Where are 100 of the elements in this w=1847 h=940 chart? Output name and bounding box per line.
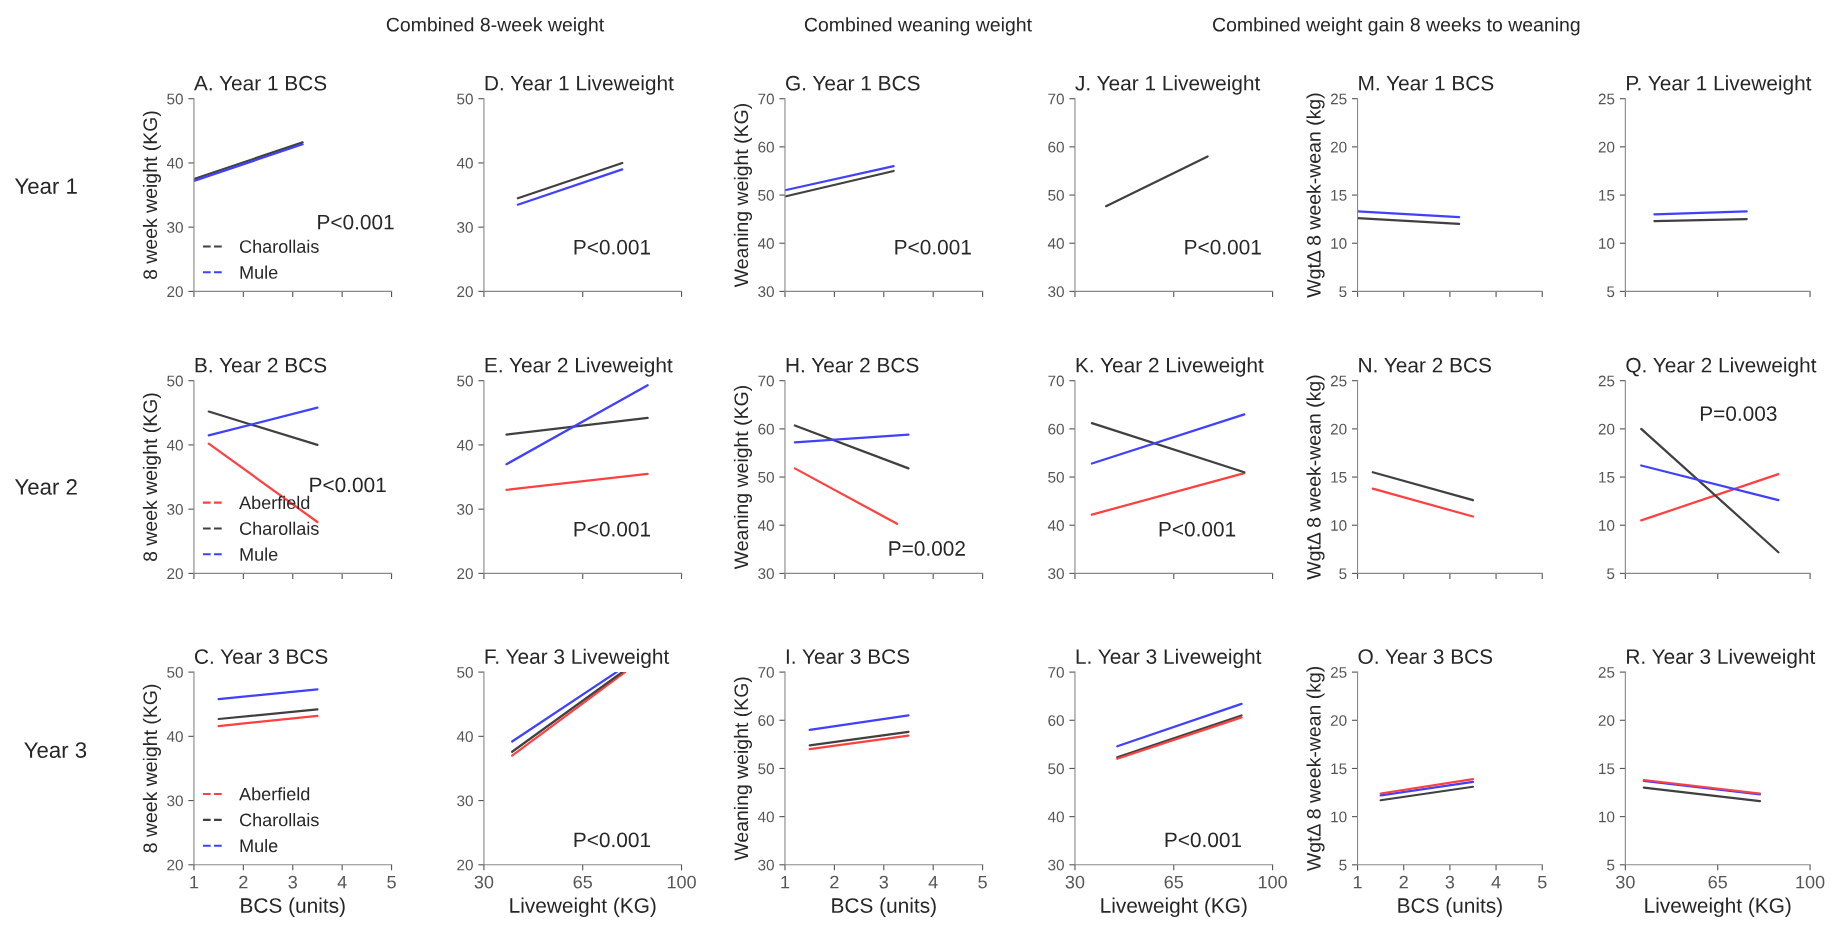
y-tick-label: 40: [1047, 238, 1064, 249]
y-tick-label: 5: [1607, 568, 1615, 580]
x-tick-label: 1: [190, 875, 199, 889]
y-tick-label: 50: [1048, 471, 1064, 483]
x-tick-label: 65: [573, 875, 593, 889]
y-tick-label: 25: [1330, 666, 1347, 678]
y-axis-title: Weaning weight (KG): [733, 386, 753, 570]
y-tick-label: 30: [758, 859, 774, 871]
y-axis-title: WgtΔ 8 week-wean (kg): [1306, 93, 1325, 298]
text: Combined weight gain 8 weeks to weaning: [1213, 17, 1580, 36]
y-tick-label: 25: [1598, 93, 1615, 105]
y-tick-label: 20: [167, 568, 183, 580]
y-tick-label: 40: [456, 157, 473, 169]
y-tick-label: 15: [1599, 472, 1615, 483]
chart-title: H. Year 2 BCS: [786, 357, 919, 373]
y-tick-label: 20: [1330, 141, 1347, 153]
y-tick-label: 70: [1048, 93, 1064, 105]
x-tick-label: 4: [337, 875, 347, 889]
y-tick-label: 70: [1048, 666, 1064, 678]
x-axis-title: BCS (units): [241, 897, 345, 918]
y-tick-label: 20: [1330, 423, 1347, 435]
y-tick-label: 50: [758, 763, 774, 775]
annotation: P<0.001: [310, 477, 386, 493]
y-tick-label: 60: [1048, 715, 1064, 726]
y-tick-label: 20: [1330, 715, 1347, 726]
y-tick-label: 5: [1339, 859, 1347, 871]
text: Combined 8-week weight: [386, 17, 605, 36]
y-tick-label: 40: [1047, 520, 1064, 531]
y-tick-label: 20: [1598, 141, 1615, 153]
annotation: P<0.001: [1159, 521, 1236, 537]
legend-label: Charollais: [239, 521, 319, 535]
y-tick-label: 10: [1599, 520, 1615, 531]
x-axis-title: Liveweight (KG): [1101, 897, 1247, 918]
x-tick-label: 65: [1708, 875, 1727, 889]
y-tick-label: 50: [457, 375, 473, 387]
y-tick-label: 5: [1339, 286, 1347, 298]
y-tick-label: 60: [758, 715, 774, 726]
chart-title: I. Year 3 BCS: [786, 649, 910, 664]
y-tick-label: 40: [757, 811, 774, 823]
chart-title: R. Year 3 Liveweight: [1627, 648, 1816, 669]
x-tick-label: 1: [781, 875, 790, 889]
x-tick-label: 5: [387, 875, 396, 889]
x-axis-title: BCS (units): [1398, 897, 1502, 918]
y-axis-title: Weaning weight (KG): [733, 104, 753, 288]
chart-title: P. Year 1 Liveweight: [1627, 75, 1812, 95]
x-tick-label: 2: [830, 875, 839, 889]
x-tick-label: 2: [1399, 875, 1408, 889]
annotation: P<0.001: [574, 832, 651, 848]
y-tick-label: 60: [758, 141, 774, 153]
y-tick-label: 40: [166, 157, 183, 169]
legend-label: Mule: [240, 547, 278, 561]
y-tick-label: 50: [167, 93, 183, 105]
y-tick-label: 50: [758, 471, 774, 483]
x-tick-label: 1: [1353, 875, 1362, 889]
y-axis-title: WgtΔ 8 week-wean (kg): [1306, 666, 1325, 872]
y-tick-label: 50: [167, 375, 183, 387]
y-axis-title: Weaning weight (KG): [733, 677, 753, 861]
chart-title: B. Year 2 BCS: [195, 357, 327, 373]
y-tick-label: 30: [1048, 859, 1064, 871]
y-tick-label: 50: [1048, 189, 1064, 201]
chart-title: L. Year 3 Liveweight: [1076, 648, 1262, 669]
y-tick-label: 30: [457, 222, 473, 233]
y-tick-label: 20: [1598, 423, 1615, 435]
y-axis-title: 8 week weight (KG): [142, 684, 161, 853]
y-tick-label: 15: [1331, 190, 1347, 201]
x-tick-label: 2: [239, 875, 248, 889]
x-tick-label: 5: [978, 875, 987, 889]
annotation: P<0.001: [1165, 832, 1242, 848]
annotation: P=0.003: [1700, 406, 1777, 421]
y-tick-label: 15: [1599, 190, 1615, 201]
text: Year 2: [14, 479, 77, 495]
y-tick-label: 20: [167, 286, 183, 298]
y-tick-label: 25: [1598, 666, 1615, 678]
annotation: P<0.001: [574, 239, 651, 255]
x-tick-label: 30: [474, 875, 494, 889]
x-tick-label: 30: [1065, 875, 1085, 889]
y-tick-label: 30: [1048, 286, 1064, 298]
y-tick-label: 10: [1599, 811, 1615, 823]
y-tick-label: 40: [757, 238, 774, 249]
x-tick-label: 100: [1796, 875, 1825, 889]
y-tick-label: 40: [1047, 811, 1064, 823]
chart-title: E. Year 2 Liveweight: [485, 357, 673, 377]
y-tick-label: 40: [456, 439, 473, 451]
x-tick-label: 3: [288, 875, 297, 889]
y-tick-label: 40: [757, 520, 774, 531]
x-tick-label: 4: [928, 875, 938, 889]
legend-label: Mule: [240, 265, 278, 279]
chart-title: J. Year 1 Liveweight: [1075, 75, 1261, 95]
y-axis-title: WgtΔ 8 week-wean (kg): [1306, 375, 1325, 580]
x-tick-label: 30: [1616, 875, 1635, 889]
chart-title: F. Year 3 Liveweight: [485, 648, 670, 669]
x-axis-title: BCS (units): [832, 897, 936, 918]
y-tick-label: 5: [1339, 568, 1347, 580]
y-tick-label: 70: [1048, 375, 1064, 387]
y-tick-label: 10: [1331, 520, 1347, 531]
y-tick-label: 20: [457, 859, 473, 871]
annotation: P<0.001: [1185, 239, 1261, 255]
y-axis-title: 8 week weight (KG): [142, 393, 161, 562]
x-tick-label: 3: [1445, 875, 1455, 889]
annotation: P=0.002: [889, 541, 965, 556]
